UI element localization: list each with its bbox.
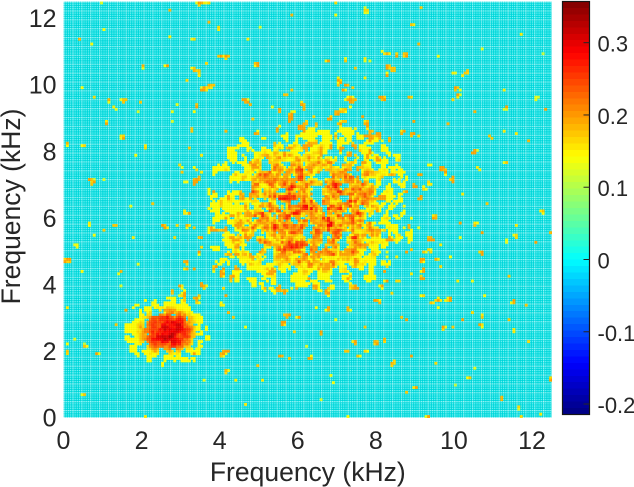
- svg-text:6: 6: [43, 205, 57, 233]
- svg-text:10: 10: [29, 72, 57, 100]
- svg-text:8: 8: [43, 138, 57, 166]
- svg-text:0: 0: [43, 405, 57, 433]
- svg-text:Frequency (kHz): Frequency (kHz): [210, 457, 406, 487]
- svg-text:4: 4: [43, 271, 57, 299]
- svg-text:6: 6: [291, 427, 305, 455]
- svg-text:12: 12: [518, 427, 546, 455]
- svg-text:0.2: 0.2: [598, 104, 629, 129]
- svg-text:-0.1: -0.1: [598, 321, 634, 346]
- svg-text:0: 0: [57, 427, 71, 455]
- svg-text:2: 2: [43, 338, 57, 366]
- svg-text:8: 8: [369, 427, 383, 455]
- svg-text:0.1: 0.1: [598, 176, 629, 201]
- svg-text:12: 12: [29, 5, 57, 33]
- svg-text:0: 0: [598, 249, 610, 274]
- svg-text:10: 10: [440, 427, 468, 455]
- svg-text:2: 2: [135, 427, 149, 455]
- svg-text:0.3: 0.3: [598, 32, 629, 57]
- svg-text:Frequency (kHz): Frequency (kHz): [0, 109, 26, 305]
- svg-text:-0.2: -0.2: [598, 393, 634, 418]
- svg-text:4: 4: [213, 427, 227, 455]
